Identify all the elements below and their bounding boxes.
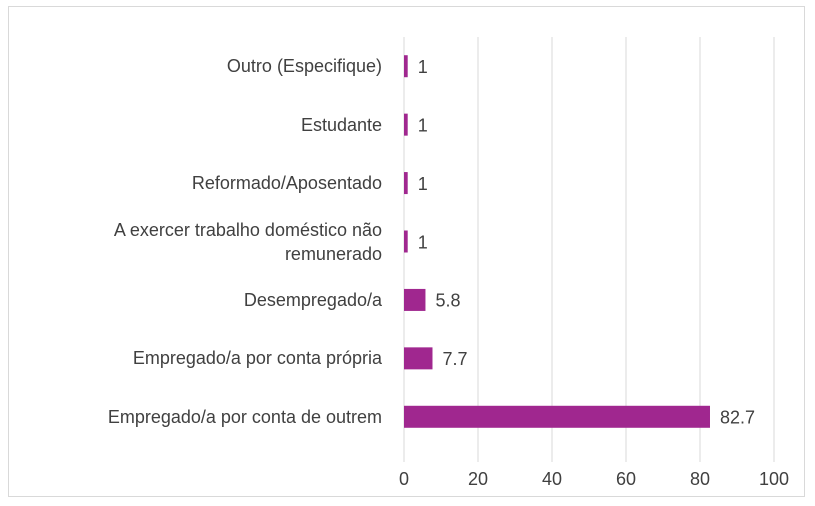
y-tick-label: Desempregado/a [243, 289, 382, 310]
x-tick-label: 100 [759, 469, 789, 489]
bar [404, 172, 408, 195]
bar [404, 347, 433, 370]
x-tick-label: 80 [690, 469, 710, 489]
bar [404, 113, 408, 136]
y-tick-label: Empregado/a por conta de outrem [107, 406, 382, 427]
bar [404, 288, 426, 311]
y-tick-label: Empregado/a por conta própria [132, 348, 382, 369]
bar [404, 55, 408, 78]
y-tick-label: Outro (Especifique) [226, 56, 382, 77]
x-tick-label: 60 [616, 469, 636, 489]
value-label: 7.7 [442, 349, 467, 369]
x-tick-label: 40 [542, 469, 562, 489]
value-label: 5.8 [435, 291, 460, 311]
x-tick-label: 0 [399, 469, 409, 489]
y-tick-label: A exercer trabalho doméstico não remuner… [113, 219, 382, 264]
value-label: 1 [418, 174, 428, 194]
value-label: 1 [418, 115, 428, 135]
bar [404, 230, 408, 253]
value-label: 1 [418, 57, 428, 77]
chart-frame [8, 6, 805, 497]
value-label: 1 [418, 232, 428, 252]
y-tick-label: Reformado/Aposentado [191, 173, 382, 194]
y-tick-label: Estudante [300, 114, 382, 135]
x-tick-label: 20 [468, 469, 488, 489]
value-label: 82.7 [720, 408, 755, 428]
bar [404, 405, 710, 428]
